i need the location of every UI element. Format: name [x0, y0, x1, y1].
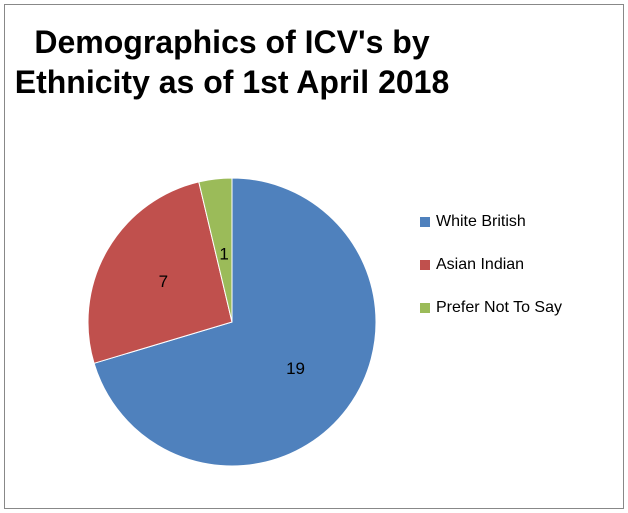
data-label: 19	[286, 359, 305, 378]
pie-slice	[87, 181, 233, 364]
legend-label: White British	[436, 213, 526, 230]
pie-slice	[198, 177, 233, 323]
data-label: 7	[159, 272, 168, 291]
legend-label: Asian Indian	[436, 256, 524, 273]
legend-swatch	[420, 217, 430, 227]
chart-title: Demographics of ICV's by Ethnicity as of…	[14, 24, 450, 100]
data-label: 1	[219, 244, 228, 263]
chart-border	[4, 4, 624, 509]
legend-swatch	[420, 303, 430, 313]
legend-label: Prefer Not To Say	[436, 299, 562, 316]
legend-swatch	[420, 260, 430, 270]
pie-slice	[93, 177, 377, 467]
